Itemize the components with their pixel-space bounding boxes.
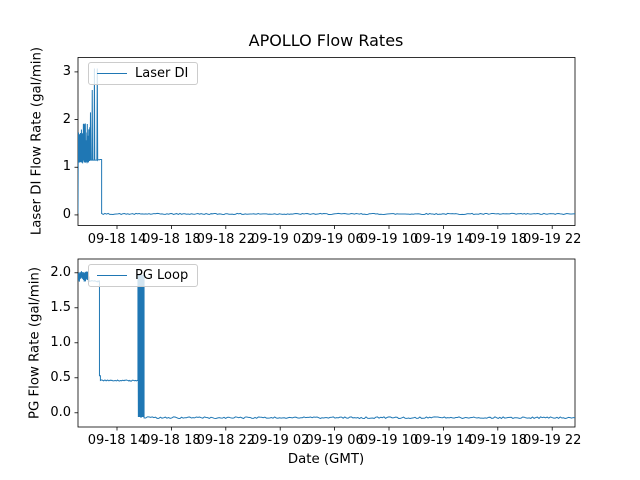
x-tick-label: 09-19 06	[305, 433, 364, 448]
x-tick-label: 09-19 22	[522, 231, 582, 247]
x-tick-label: 09-19 22	[522, 433, 582, 448]
legend-line-sample-icon	[97, 275, 127, 276]
legend-line-sample-icon	[97, 73, 127, 74]
x-tick-label: 09-19 18	[468, 231, 528, 247]
x-tick-label: 09-18 18	[142, 231, 201, 247]
chart-title: APOLLO Flow Rates	[248, 31, 404, 50]
laser-di-line-series	[78, 68, 575, 216]
x-tick-label: 09-19 02	[250, 231, 310, 247]
y-tick-label: 0.5	[50, 369, 71, 385]
x-tick-label: 09-19 14	[414, 433, 473, 448]
x-tick-label: 09-18 14	[87, 231, 147, 247]
x-tick-label: 09-18 22	[196, 231, 256, 247]
x-tick-label: 09-19 06	[305, 231, 364, 247]
y-tick-label: 1	[62, 159, 71, 175]
x-tick-label: 09-19 10	[359, 433, 419, 448]
legend-laser-di: Laser DI	[88, 62, 199, 85]
x-tick-label: 09-19 18	[468, 433, 528, 448]
y-tick-label: 0.0	[50, 404, 71, 420]
x-tick-label: 09-19 02	[250, 433, 310, 448]
legend-label-laser-di: Laser DI	[135, 66, 189, 81]
y-tick-label: 3	[62, 63, 71, 79]
y-tick-label: 2	[62, 111, 71, 127]
x-axis-label: Date (GMT)	[287, 452, 365, 467]
x-tick-label: 09-18 14	[87, 433, 147, 448]
y-tick-label: 0	[62, 206, 71, 222]
x-tick-label: 09-19 14	[414, 231, 473, 247]
y-tick-label: 1.0	[50, 334, 71, 350]
x-tick-label: 09-18 22	[196, 433, 256, 448]
legend-label-pg-loop: PG Loop	[135, 268, 189, 283]
y-tick-label: 1.5	[50, 299, 71, 315]
x-tick-label: 09-19 10	[359, 231, 419, 247]
y-tick-label: 2.0	[50, 264, 71, 280]
legend-pg-loop: PG Loop	[88, 264, 199, 287]
x-tick-label: 09-18 18	[142, 433, 201, 448]
pg-loop-line-series	[78, 271, 575, 420]
